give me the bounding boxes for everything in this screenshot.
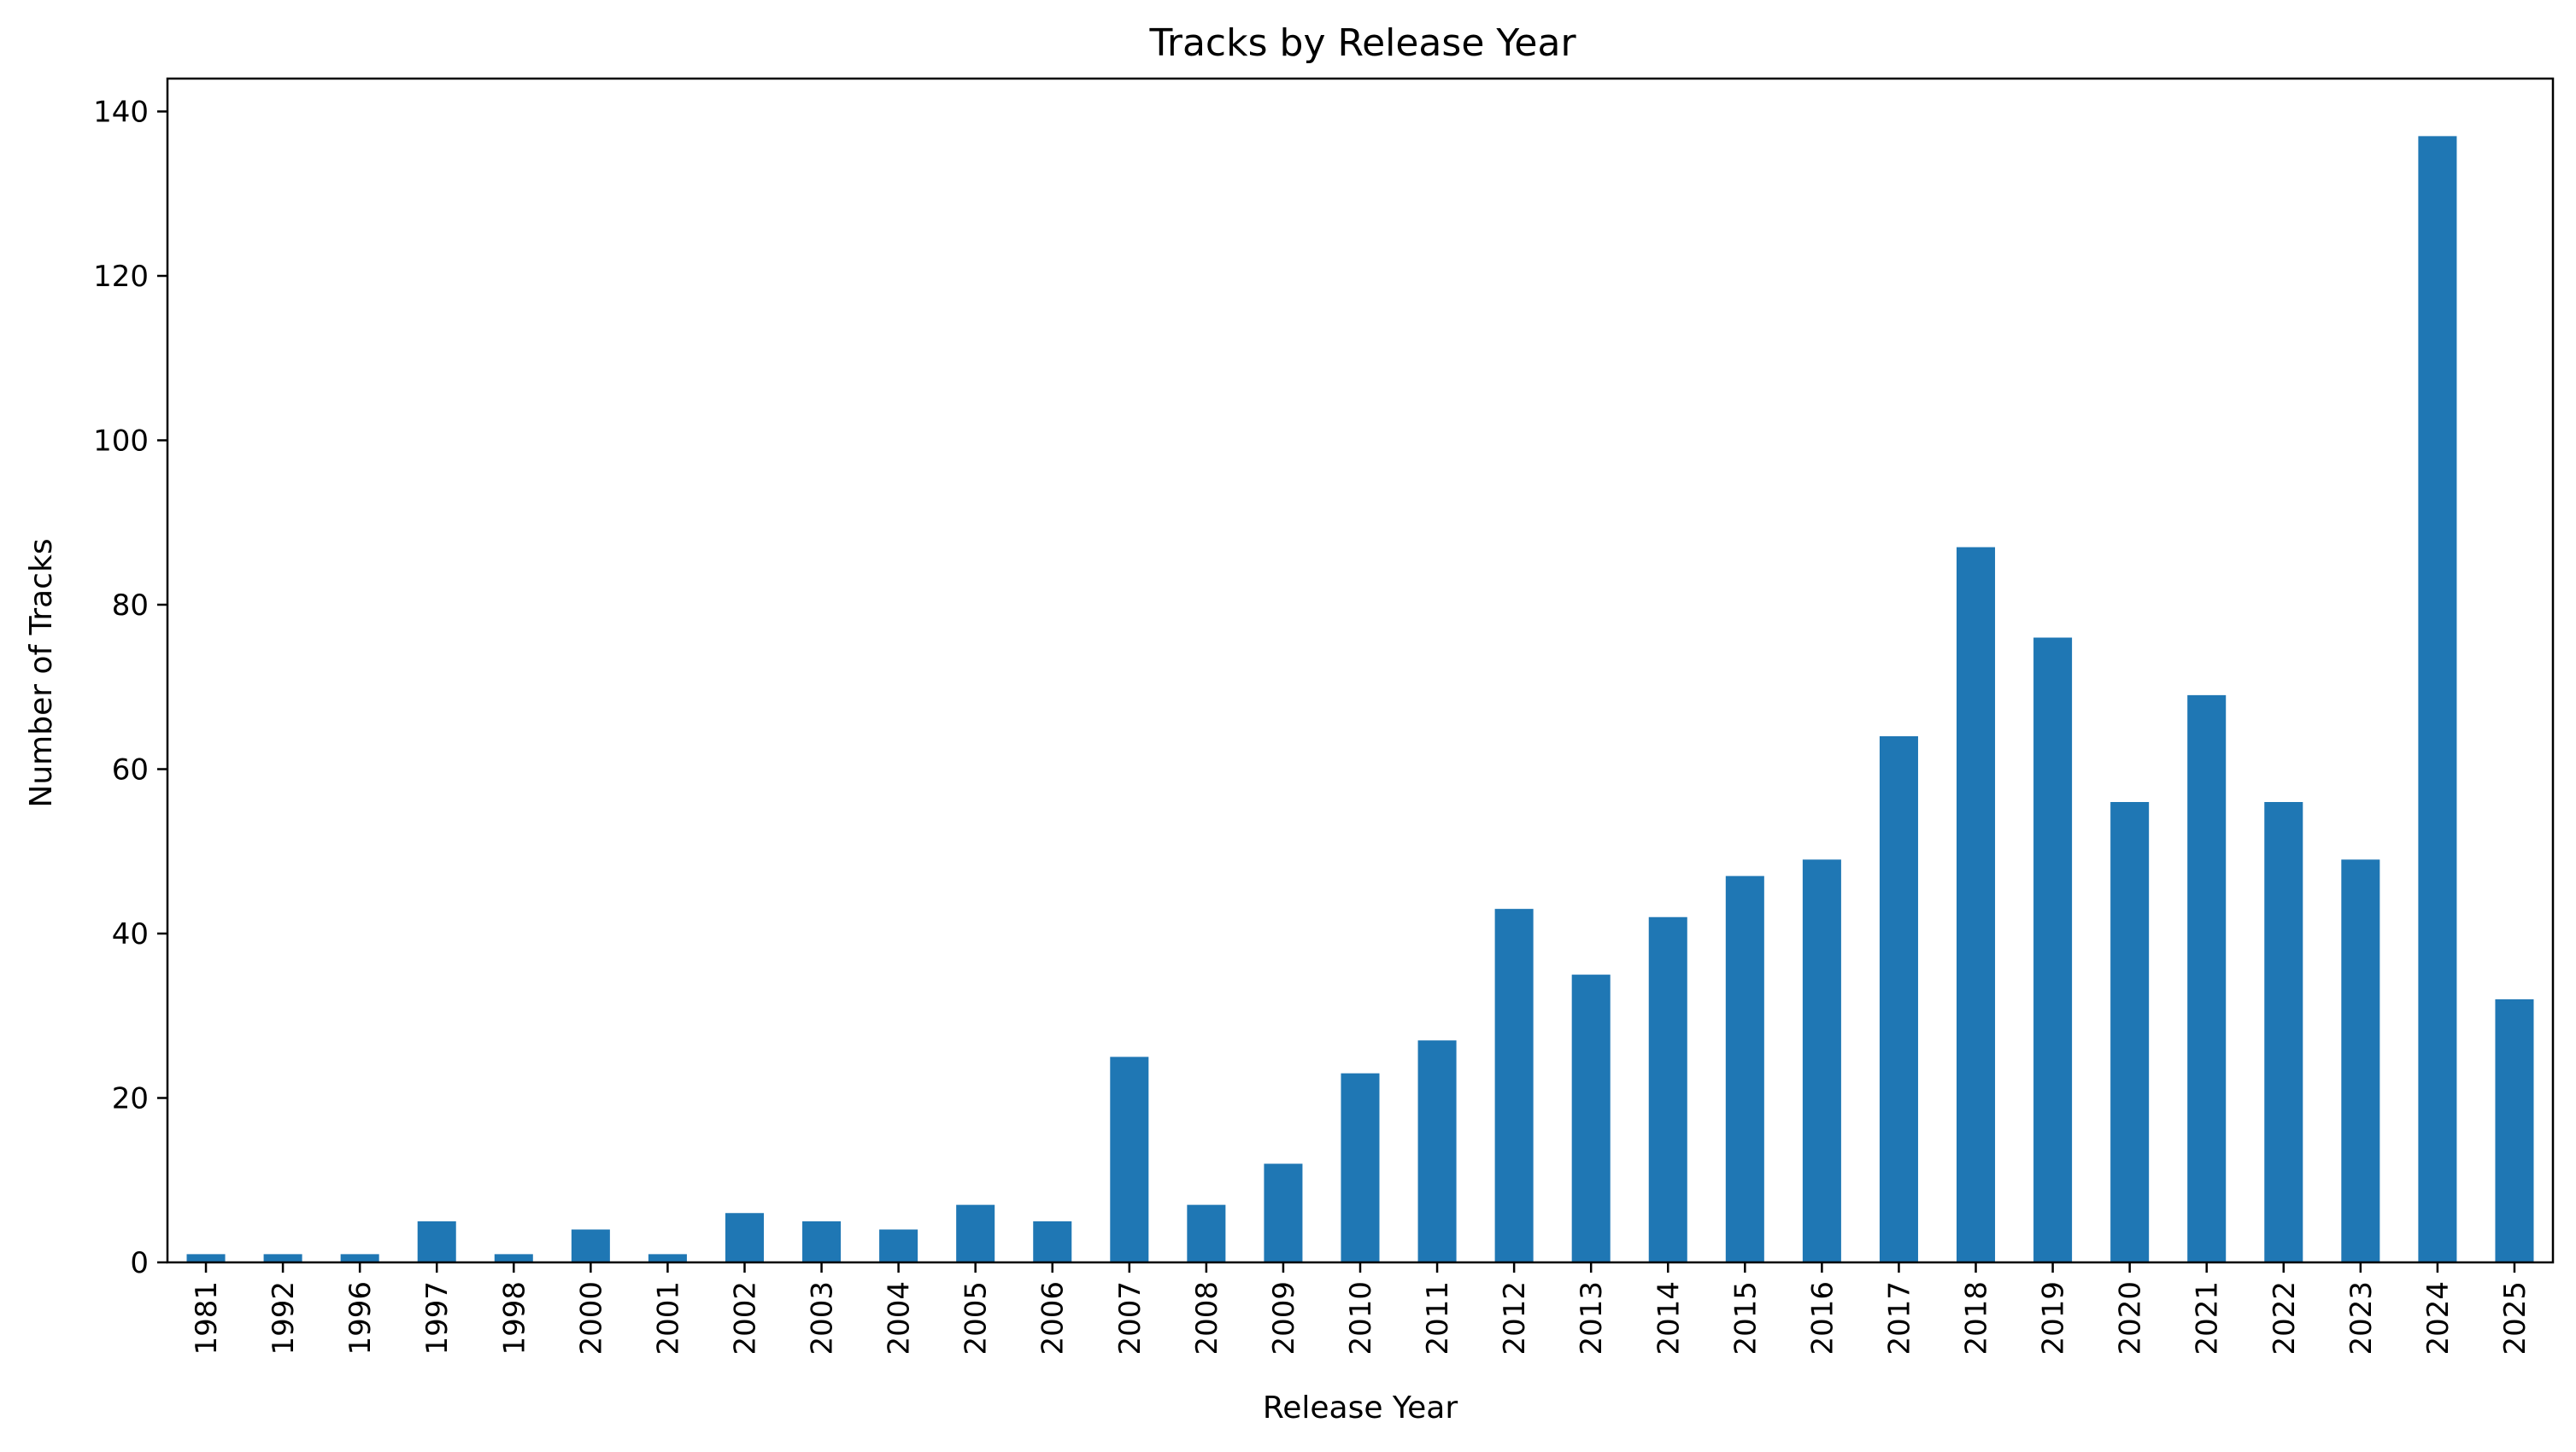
bar-2021: [2187, 694, 2227, 1263]
y-tick-label: 80: [112, 588, 149, 623]
x-tick-label: 2008: [1190, 1281, 1224, 1355]
bar-2009: [1264, 1163, 1303, 1262]
x-tick-label: 2025: [2498, 1281, 2532, 1355]
x-tick-label: 2004: [883, 1281, 917, 1355]
y-axis: 0 20 40 60 80 100 120 140: [93, 96, 167, 1280]
y-tick-label: 120: [93, 260, 149, 294]
y-tick-label: 0: [130, 1246, 149, 1280]
x-tick-label: 2018: [1960, 1281, 1994, 1355]
x-tick-label: 2006: [1036, 1281, 1071, 1355]
bar-2007: [1110, 1057, 1149, 1263]
x-tick-label: 2020: [2114, 1281, 2148, 1355]
x-tick-label: 2024: [2421, 1281, 2456, 1355]
x-tick-label: 2012: [1498, 1281, 1532, 1355]
bar-2004: [879, 1229, 918, 1262]
x-tick-label: 2016: [1805, 1281, 1840, 1355]
bar-2015: [1725, 875, 1764, 1263]
x-tick-label: 2023: [2344, 1281, 2379, 1355]
x-tick-label: 2009: [1267, 1281, 1301, 1355]
bar-2016: [1802, 859, 1841, 1263]
y-tick-label: 60: [112, 753, 149, 787]
bar-2022: [2264, 802, 2303, 1262]
bar-2008: [1187, 1204, 1226, 1263]
bar-2018: [1957, 547, 1996, 1263]
y-tick-label: 100: [93, 424, 149, 459]
bar-1992: [263, 1254, 302, 1263]
x-tick-label: 1997: [420, 1281, 455, 1355]
bar-2025: [2495, 999, 2534, 1262]
bar-1981: [186, 1254, 226, 1263]
x-tick-label: 2022: [2268, 1281, 2302, 1355]
x-tick-label: 2001: [651, 1281, 685, 1355]
x-tick-label: 2010: [1344, 1281, 1378, 1355]
x-tick-label: 2017: [1882, 1281, 1916, 1355]
y-tick-label: 40: [112, 917, 149, 951]
bar-1996: [340, 1254, 379, 1263]
x-tick-label: 2014: [1652, 1281, 1686, 1355]
y-axis-label: Number of Tracks: [24, 538, 59, 807]
x-axis: 1981 1992 1996 1997 1998 2000 2001 2002 2003 2004…: [190, 1262, 2532, 1355]
x-tick-label: 1998: [497, 1281, 531, 1355]
bar-2000: [571, 1229, 610, 1262]
bar-2024: [2418, 136, 2457, 1263]
x-tick-label: 1992: [267, 1281, 301, 1355]
bar-2002: [725, 1213, 764, 1262]
x-tick-label: 2003: [806, 1281, 840, 1355]
x-tick-label: 2011: [1421, 1281, 1455, 1355]
x-tick-label: 2005: [959, 1281, 994, 1355]
y-tick-label: 20: [112, 1082, 149, 1116]
chart-title: Tracks by Release Year: [1148, 21, 1576, 65]
x-tick-label: 2007: [1113, 1281, 1147, 1355]
x-tick-label: 2019: [2037, 1281, 2071, 1355]
x-tick-label: 2021: [2191, 1281, 2225, 1355]
bar-1997: [417, 1221, 456, 1263]
bar-2006: [1033, 1221, 1072, 1263]
plot-frame: [166, 77, 2555, 1264]
bar-2003: [802, 1221, 842, 1263]
bar-1998: [494, 1254, 533, 1263]
bar-2017: [1879, 736, 1918, 1262]
bar-2011: [1417, 1040, 1457, 1263]
bars-group: [186, 136, 2534, 1263]
x-tick-label: 2000: [574, 1281, 608, 1355]
bar-2012: [1494, 909, 1534, 1263]
x-tick-label: 2013: [1575, 1281, 1609, 1355]
x-tick-label: 2015: [1728, 1281, 1763, 1355]
bar-2014: [1648, 916, 1687, 1262]
x-tick-label: 1996: [343, 1281, 378, 1355]
bar-2020: [2110, 802, 2150, 1262]
bar-2013: [1571, 975, 1611, 1263]
bar-2023: [2341, 859, 2380, 1263]
bar-2010: [1341, 1073, 1380, 1263]
bar-2019: [2033, 637, 2073, 1262]
bar-2001: [648, 1254, 687, 1263]
x-tick-label: 2002: [728, 1281, 762, 1355]
x-axis-label: Release Year: [1263, 1391, 1458, 1426]
x-tick-label: 1981: [190, 1281, 224, 1355]
y-tick-label: 140: [93, 96, 149, 130]
bar-2005: [956, 1204, 995, 1263]
